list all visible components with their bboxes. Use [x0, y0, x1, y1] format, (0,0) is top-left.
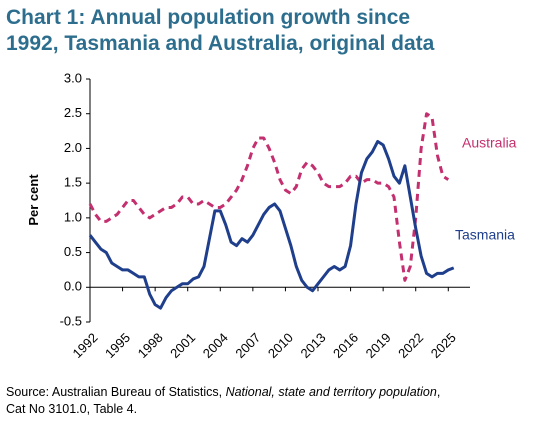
x-tick-label: 2025 [428, 330, 459, 361]
y-tick-label: 0.0 [64, 279, 82, 294]
x-tick-label: 1995 [102, 330, 133, 361]
x-tick-label: 2016 [330, 330, 361, 361]
source-text: Source: Australian Bureau of Statistics, [6, 385, 226, 399]
source-text: National, state and territory population [226, 385, 437, 399]
chart-title: 1992, Tasmania and Australia, original d… [6, 32, 435, 55]
source: Cat No 3101.0, Table 4. [6, 402, 137, 416]
x-tick-label: 2004 [200, 330, 231, 361]
y-tick-label: 3.0 [64, 70, 82, 85]
y-tick-label: 2.0 [64, 140, 82, 155]
series-line [88, 139, 455, 310]
x-tick-label: 2022 [395, 330, 426, 361]
legend-label: Australia [462, 134, 517, 150]
x-tick-label: 2013 [297, 330, 328, 361]
x-tick-label: 2007 [232, 330, 263, 361]
y-tick-label: -0.5 [60, 313, 82, 328]
chart-title: Chart 1: Annual population growth since [6, 6, 410, 29]
y-tick-label: 2.5 [64, 105, 82, 120]
y-tick-label: 0.5 [64, 244, 82, 259]
x-tick-label: 2019 [363, 330, 394, 361]
x-tick-label: 1992 [69, 330, 100, 361]
source-text: , [437, 385, 440, 399]
y-tick-label: 1.0 [64, 209, 82, 224]
x-tick-label: 2010 [265, 330, 296, 361]
x-tick-label: 2001 [167, 330, 198, 361]
y-tick-label: 1.5 [64, 175, 82, 190]
x-tick-label: 1998 [135, 330, 166, 361]
source: Source: Australian Bureau of Statistics,… [6, 385, 440, 399]
series-line [88, 112, 450, 282]
y-axis-label: Per cent [26, 174, 41, 226]
legend-label: Tasmania [455, 227, 515, 243]
